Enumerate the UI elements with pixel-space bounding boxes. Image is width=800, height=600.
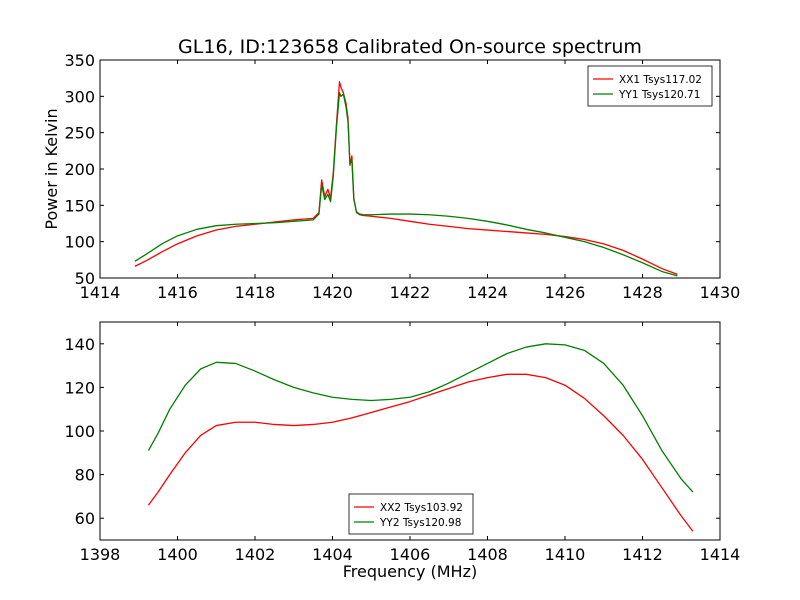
figure-title: GL16, ID:123658 Calibrated On-source spe…	[178, 36, 642, 58]
bottom-x-tick-label: 1412	[622, 545, 663, 564]
top-y-tick-label: 200	[64, 160, 95, 179]
bottom-y-tick-label: 120	[64, 378, 95, 397]
top-y-tick-label: 250	[64, 124, 95, 143]
top-x-tick-label: 1428	[622, 283, 663, 302]
top-y-tick-label: 300	[64, 87, 95, 106]
top-x-tick-label: 1416	[157, 283, 198, 302]
bottom-x-tick-label: 1402	[235, 545, 276, 564]
bottom-series-line-1	[147, 373, 694, 532]
top-legend-box	[587, 65, 713, 107]
bottom-series-line-2	[147, 343, 694, 493]
bottom-legend-label-1: XX2 Tsys103.92	[380, 502, 463, 514]
bottom-plot: 1398 1400 1402 1404 1406 1408 1410 1412 1414 60 80…	[64, 321, 741, 581]
bottom-x-tick-label: 1400	[157, 545, 198, 564]
bottom-x-tick-label: 1408	[467, 545, 508, 564]
top-x-tick-label: 1426	[545, 283, 586, 302]
top-plot: 1414 1416 1418 1420 1422 1424 1426 1428 1430 50 10…	[42, 51, 740, 302]
bottom-y-tick-label: 140	[64, 335, 95, 354]
bottom-x-tick-label: 1406	[390, 545, 431, 564]
top-x-tick-label: 1414	[80, 283, 121, 302]
top-x-tick-label: 1424	[467, 283, 508, 302]
top-y-tick-label: 150	[64, 196, 95, 215]
bottom-x-axis-label: Frequency (MHz)	[343, 562, 477, 581]
bottom-y-tick-label: 60	[75, 509, 95, 528]
top-y-tick-label: 350	[64, 51, 95, 70]
top-y-tick-label: 100	[64, 233, 95, 252]
bottom-y-tick-label: 80	[75, 466, 95, 485]
top-y-tick-label: 50	[75, 269, 95, 288]
bottom-y-tick-label: 100	[64, 422, 95, 441]
bottom-legend-label-2: YY2 Tsys120.98	[379, 517, 461, 529]
top-x-tick-label: 1430	[700, 283, 741, 302]
bottom-x-tick-label: 1404	[312, 545, 353, 564]
top-y-axis-label: Power in Kelvin	[42, 108, 61, 229]
bottom-legend-box	[348, 493, 474, 535]
top-x-tick-label: 1422	[390, 283, 431, 302]
top-series-line-2	[134, 92, 678, 277]
bottom-x-tick-label: 1398	[80, 545, 121, 564]
top-legend-label-1: XX1 Tsys117.02	[619, 74, 702, 86]
bottom-x-tick-label: 1410	[545, 545, 586, 564]
top-x-tick-label: 1418	[235, 283, 276, 302]
bottom-x-tick-label: 1414	[700, 545, 741, 564]
top-legend-label-2: YY1 Tsys120.71	[618, 89, 700, 101]
top-x-tick-label: 1420	[312, 283, 353, 302]
bottom-legend: XX2 Tsys103.92 YY2 Tsys120.98	[348, 493, 474, 535]
top-legend: XX1 Tsys117.02 YY1 Tsys120.71	[587, 65, 713, 107]
